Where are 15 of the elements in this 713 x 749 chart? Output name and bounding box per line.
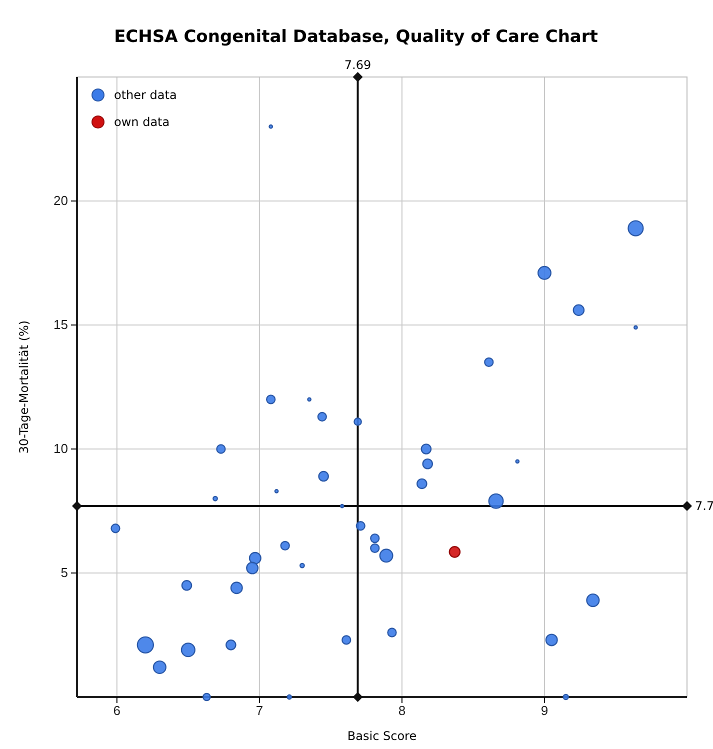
x-axis-title: Basic Score — [347, 729, 417, 743]
y-tick-label: 20 — [54, 193, 68, 208]
y-tick-label: 10 — [54, 441, 68, 456]
legend-label: own data — [114, 115, 170, 129]
x-tick-label: 6 — [113, 703, 121, 718]
y-tick-label: 5 — [60, 565, 68, 580]
ref-line-label: 7.7 — [695, 499, 713, 514]
legend-label: other data — [114, 88, 177, 102]
y-tick-label: 15 — [54, 317, 68, 332]
x-tick-label: 9 — [540, 703, 548, 718]
x-tick-label: 7 — [256, 703, 264, 718]
ref-line-label: 7.69 — [344, 58, 372, 72]
x-tick-label: 8 — [398, 703, 406, 718]
chart-title: ECHSA Congenital Database, Quality of Care Chart — [114, 27, 598, 47]
y-axis-title: 30-Tage-Mortalität (%) — [17, 320, 31, 454]
